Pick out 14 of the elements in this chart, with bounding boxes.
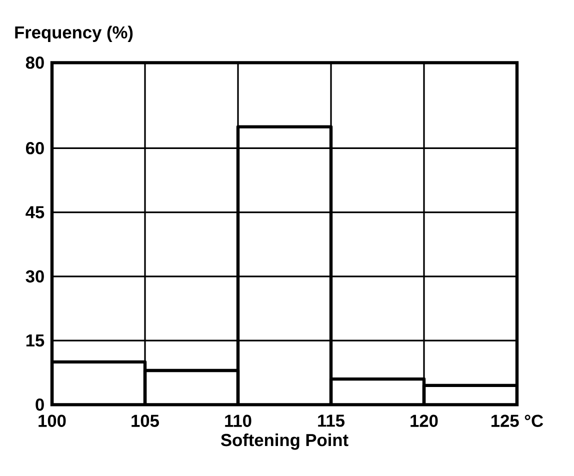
y-axis-title: Frequency (%) <box>15 26 133 42</box>
y-tick-label: 30 <box>26 270 44 283</box>
x-tick-label: 110 <box>225 414 252 427</box>
x-tick-label: 105 <box>132 414 159 427</box>
x-axis-title: Softening Point <box>220 433 348 450</box>
y-tick-label: 60 <box>26 142 44 154</box>
x-tick-label: 100 <box>38 414 66 427</box>
x-tick-label: 120 <box>410 414 438 427</box>
y-tick-label: 0 <box>36 398 44 411</box>
y-tick-label: 15 <box>26 334 44 347</box>
x-tick-label: 115 <box>318 414 344 427</box>
y-tick-label: 45 <box>26 206 44 218</box>
y-tick-label: 80 <box>26 56 44 69</box>
x-tick-label: 125 °C <box>491 414 544 427</box>
